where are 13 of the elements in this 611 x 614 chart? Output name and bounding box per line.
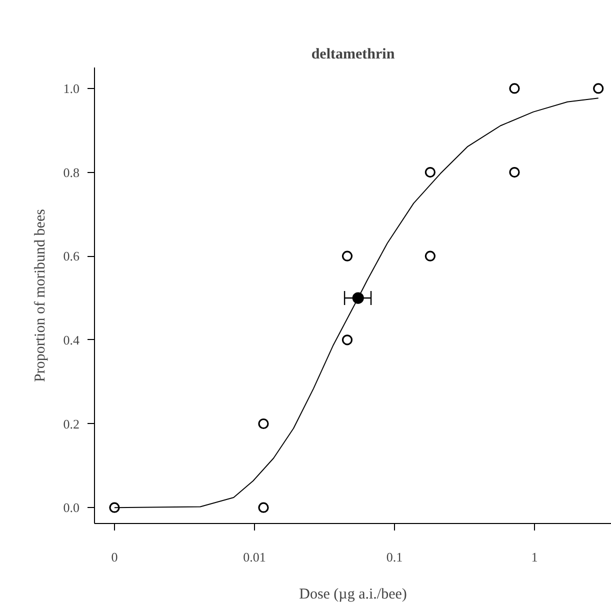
y-tick-label: 1.0	[63, 80, 80, 96]
x-tick-label: 0	[111, 550, 118, 564]
x-tick-label: 1	[531, 550, 538, 564]
y-tick-label: 0.4	[63, 332, 80, 348]
x-tick-label: 0.1	[386, 550, 403, 564]
x-tick-label: 0.01	[243, 550, 266, 564]
y-tick-label: 0.0	[63, 500, 80, 516]
y-tick-label: 0.8	[63, 164, 80, 180]
x-axis-title: Dose (µg a.i./bee)	[299, 586, 407, 602]
y-tick-label: 0.6	[63, 248, 80, 264]
chart-title: deltamethrin	[311, 46, 396, 62]
y-axis-title: Proportion of moribund bees	[32, 208, 48, 382]
y-tick-label: 0.2	[63, 416, 80, 432]
